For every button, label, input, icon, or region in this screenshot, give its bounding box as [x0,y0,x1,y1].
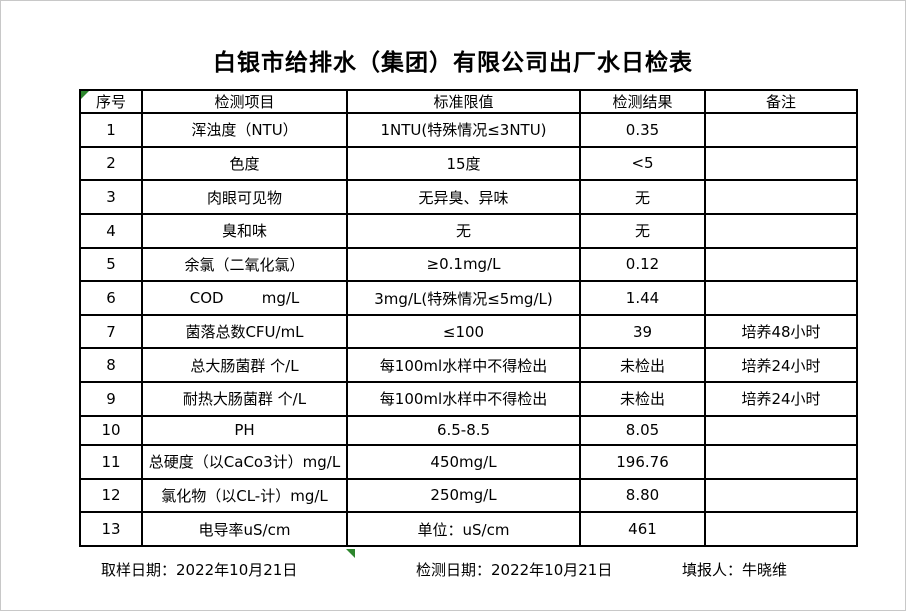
table-row: 9 耐热大肠菌群 个/L 每100ml水样中不得检出 未检出 培养24小时 [79,381,858,417]
table-row: 1 浑浊度（NTU） 1NTU(特殊情况≤3NTU) 0.35 [79,112,858,148]
col-header-remark: 备注 [704,89,858,114]
cell-seq: 1 [79,112,143,148]
cell-result: <5 [579,145,706,182]
cell-result: 0.35 [579,112,706,148]
col-header-seq: 序号 [79,89,143,114]
table-row: 11 总硬度（以CaCo3计）mg/L 450mg/L 196.76 [79,444,858,480]
cell-remark [704,179,858,215]
cell-limit: ≥0.1mg/L [346,246,581,283]
cell-limit: 6.5-8.5 [346,414,581,447]
col-header-item: 检测项目 [141,89,348,114]
page-title: 白银市给排水（集团）有限公司出厂水日检表 [213,50,693,76]
cell-result: 8.80 [579,477,706,514]
cell-result: 39 [579,313,706,350]
cell-limit: 无异臭、异味 [346,179,581,215]
cell-seq: 2 [79,145,143,182]
reporter-name: 填报人：牛晓维 [682,561,788,579]
header-row: 序号 检测项目 标准限值 检测结果 备注 [79,89,858,114]
cell-seq: 3 [79,179,143,215]
cell-result: 无 [579,212,706,249]
table-row: 2 色度 15度 <5 [79,145,858,182]
cell-limit: 单位：uS/cm [346,511,581,547]
cell-item: 色度 [141,145,348,182]
cell-item: 氯化物（以CL-计）mg/L [141,477,348,514]
table-row: 6 COD mg/L 3mg/L(特殊情况≤5mg/L) 1.44 [79,280,858,316]
cell-seq: 4 [79,212,143,249]
cell-limit: ≤100 [346,313,581,350]
inspection-table: 序号 检测项目 标准限值 检测结果 备注 1 浑浊度（NTU） 1NTU(特殊情… [79,89,858,547]
cell-result: 8.05 [579,414,706,447]
footer: 取样日期：2022年10月21日 检测日期：2022年10月21日 填报人：牛晓… [1,559,905,581]
cell-remark: 培养24小时 [704,381,858,417]
cell-result: 无 [579,179,706,215]
cell-seq: 6 [79,280,143,316]
cell-limit: 450mg/L [346,444,581,480]
sampling-date: 取样日期：2022年10月21日 [101,561,298,579]
cell-item: 总硬度（以CaCo3计）mg/L [141,444,348,480]
col-header-result: 检测结果 [579,89,706,114]
cell-seq: 8 [79,347,143,384]
cell-item: COD mg/L [141,280,348,316]
cell-limit: 250mg/L [346,477,581,514]
cell-seq: 13 [79,511,143,547]
cell-result: 未检出 [579,347,706,384]
col-header-limit: 标准限值 [346,89,581,114]
cell-item: 肉眼可见物 [141,179,348,215]
cell-seq: 7 [79,313,143,350]
cell-item: 菌落总数CFU/mL [141,313,348,350]
table-row: 12 氯化物（以CL-计）mg/L 250mg/L 8.80 [79,477,858,514]
cell-result: 196.76 [579,444,706,480]
cell-item: 余氯（二氧化氯） [141,246,348,283]
cell-limit: 每100ml水样中不得检出 [346,347,581,384]
cell-result: 461 [579,511,706,547]
cell-remark [704,212,858,249]
cell-remark [704,145,858,182]
cell-limit: 每100ml水样中不得检出 [346,381,581,417]
testing-date: 检测日期：2022年10月21日 [416,561,613,579]
table-row: 8 总大肠菌群 个/L 每100ml水样中不得检出 未检出 培养24小时 [79,347,858,384]
cell-item: 总大肠菌群 个/L [141,347,348,384]
table-row: 5 余氯（二氧化氯） ≥0.1mg/L 0.12 [79,246,858,283]
table-row: 3 肉眼可见物 无异臭、异味 无 [79,179,858,215]
table-row: 4 臭和味 无 无 [79,212,858,249]
cell-result: 1.44 [579,280,706,316]
cell-remark: 培养24小时 [704,347,858,384]
cell-remark [704,511,858,547]
cell-limit: 1NTU(特殊情况≤3NTU) [346,112,581,148]
cell-remark [704,414,858,447]
cell-result: 0.12 [579,246,706,283]
cell-result: 未检出 [579,381,706,417]
cell-flag-icon [81,91,89,99]
cell-remark [704,246,858,283]
cell-item: PH [141,414,348,447]
cell-remark [704,477,858,514]
cell-remark [704,112,858,148]
cell-seq: 12 [79,477,143,514]
cell-limit: 15度 [346,145,581,182]
cell-remark [704,444,858,480]
table-row: 13 电导率uS/cm 单位：uS/cm 461 [79,511,858,547]
cell-item: 臭和味 [141,212,348,249]
cell-seq: 9 [79,381,143,417]
cell-item: 浑浊度（NTU） [141,112,348,148]
cell-remark [704,280,858,316]
cell-item: 耐热大肠菌群 个/L [141,381,348,417]
cell-seq: 11 [79,444,143,480]
cell-flag-icon [346,549,355,558]
cell-limit: 3mg/L(特殊情况≤5mg/L) [346,280,581,316]
cell-seq: 5 [79,246,143,283]
table-row: 10 PH 6.5-8.5 8.05 [79,414,858,447]
cell-item: 电导率uS/cm [141,511,348,547]
table-row: 7 菌落总数CFU/mL ≤100 39 培养48小时 [79,313,858,350]
cell-seq: 10 [79,414,143,447]
cell-limit: 无 [346,212,581,249]
cell-remark: 培养48小时 [704,313,858,350]
